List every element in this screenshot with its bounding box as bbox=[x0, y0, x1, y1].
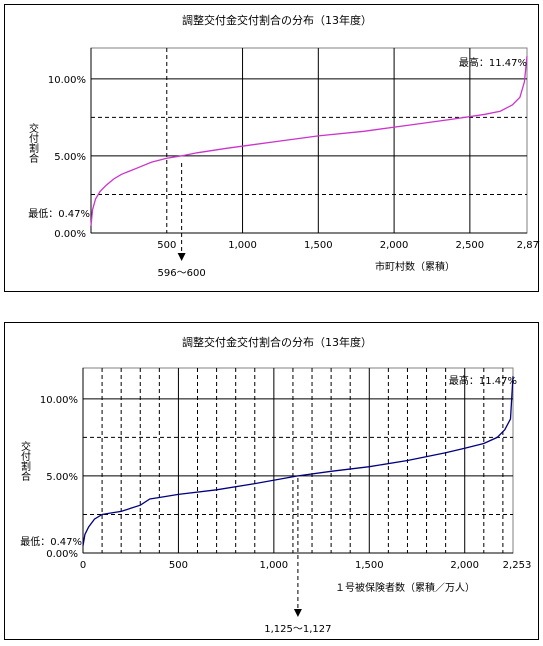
chart-title: 調整交付金交付割合の分布（13年度） bbox=[182, 335, 372, 349]
y-axis-label: 交付割合 bbox=[19, 440, 31, 482]
x-tick-label: 0 bbox=[80, 560, 86, 571]
pointer-arrow bbox=[293, 609, 302, 617]
chart-2: 調整交付金交付割合の分布（13年度） 0.00% 5.00% 10.00% 0 500 1,… bbox=[19, 335, 532, 635]
pointer-arrow bbox=[177, 253, 186, 261]
plot-area bbox=[90, 47, 528, 234]
y-tick-label: 0.00% bbox=[46, 549, 78, 560]
y-tick-label: 5.00% bbox=[46, 472, 78, 483]
y-tick-label: 10.00% bbox=[40, 395, 78, 406]
chart-panel-1: 調整交付金交付割合の分布（13年度） 0.00% 5.00% 10.00% 500 1,0… bbox=[4, 4, 541, 292]
x-tick-label: 1,500 bbox=[355, 560, 384, 571]
x-tick-label: 1,000 bbox=[228, 240, 257, 251]
data-line bbox=[90, 56, 528, 226]
x-tick-label: 1,000 bbox=[260, 560, 289, 571]
plot-area bbox=[82, 367, 514, 554]
x-tick-label: 500 bbox=[157, 240, 176, 251]
data-line bbox=[82, 376, 514, 546]
pointer-label: 1,125～1,127 bbox=[264, 624, 331, 635]
x-axis-label: 市町村数（累積） bbox=[375, 260, 455, 273]
chart-1: 調整交付金交付割合の分布（13年度） 0.00% 5.00% 10.00% 500 1,0… bbox=[27, 13, 541, 279]
y-axis-label: 交付割合 bbox=[27, 122, 39, 164]
x-axis-label: １号被保険者数（累積／万人） bbox=[335, 581, 475, 594]
x-tick-label: 2,000 bbox=[450, 560, 479, 571]
min-annotation: 最低：0.47% bbox=[28, 207, 90, 220]
x-tick-label: 2,500 bbox=[456, 240, 485, 251]
y-tick-label: 5.00% bbox=[54, 152, 86, 163]
chart-panel-2: 調整交付金交付割合の分布（13年度） 0.00% 5.00% 10.00% 0 500 1,… bbox=[4, 322, 539, 640]
max-annotation: 最高：11.47% bbox=[459, 56, 527, 69]
x-tick-label: 1,500 bbox=[304, 240, 333, 251]
chart-title: 調整交付金交付割合の分布（13年度） bbox=[182, 13, 372, 27]
pointer-label: 596～600 bbox=[158, 268, 206, 279]
y-tick-label: 0.00% bbox=[54, 229, 86, 240]
max-annotation: 最高：11.47% bbox=[449, 374, 517, 387]
y-tick-label: 10.00% bbox=[48, 75, 86, 86]
x-tick-label: 500 bbox=[169, 560, 188, 571]
min-annotation: 最低：0.47% bbox=[20, 535, 82, 548]
x-tick-label: 2,000 bbox=[380, 240, 409, 251]
x-tick-label: 2,877 bbox=[517, 240, 540, 251]
x-tick-label: 2,253 bbox=[503, 560, 532, 571]
